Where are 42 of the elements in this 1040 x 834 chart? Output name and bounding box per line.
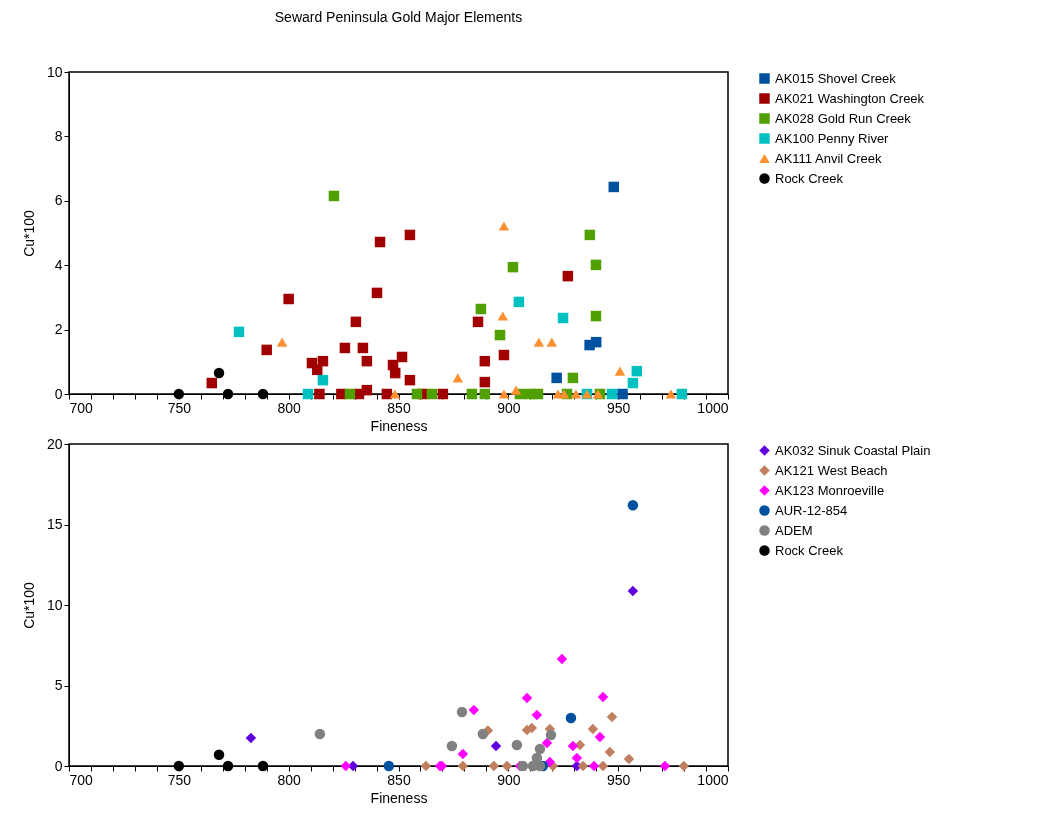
legend-label: ADEM xyxy=(775,522,813,538)
legend-label: Rock Creek xyxy=(775,542,844,558)
legend-label: Rock Creek xyxy=(775,170,844,186)
x-tick-label: 750 xyxy=(167,399,192,416)
y-tick-label: 8 xyxy=(54,127,63,144)
x-tick-label: 800 xyxy=(277,399,302,416)
x-tick-label: 700 xyxy=(69,399,94,416)
y-tick-label: 5 xyxy=(54,677,63,693)
legend-label: AK021 Washington Creek xyxy=(775,90,925,106)
legend-label: AK032 Sinuk Coastal Plain xyxy=(775,442,931,458)
x-tick-label: 950 xyxy=(606,399,631,416)
legend-label: AK123 Monroeville xyxy=(775,482,885,498)
x-tick-label: 1000 xyxy=(697,771,729,788)
x-axis-title: Fineness xyxy=(370,789,428,806)
x-tick-label: 900 xyxy=(497,399,521,416)
y-tick-label: 20 xyxy=(46,435,63,452)
y-tick-label: 10 xyxy=(46,596,63,613)
legend-label: AK121 West Beach xyxy=(775,462,888,478)
x-tick-label: 700 xyxy=(69,771,94,788)
x-tick-label: 1000 xyxy=(697,399,729,416)
y-axis-title: Cu*100 xyxy=(20,209,37,257)
y-axis-title: Cu*100 xyxy=(20,581,37,629)
y-tick-label: 0 xyxy=(54,385,63,402)
x-tick-label: 750 xyxy=(167,771,192,788)
y-tick-label: 0 xyxy=(54,757,63,774)
x-tick-label: 950 xyxy=(606,771,631,788)
legend-label: AK015 Shovel Creek xyxy=(775,70,897,86)
y-tick-label: 4 xyxy=(54,256,63,273)
chart-title: Seward Peninsula Gold Major Elements xyxy=(274,9,523,25)
legend-label: AUR-12-854 xyxy=(775,502,848,518)
x-tick-label: 900 xyxy=(497,771,521,788)
y-tick-label: 15 xyxy=(46,516,63,532)
x-axis-title: Fineness xyxy=(370,417,428,434)
legend-label: AK111 Anvil Creek xyxy=(775,150,882,166)
x-tick-label: 850 xyxy=(387,771,411,788)
y-tick-label: 2 xyxy=(54,321,63,338)
legend-label: AK028 Gold Run Creek xyxy=(775,110,912,126)
x-tick-label: 850 xyxy=(387,399,411,416)
y-tick-label: 6 xyxy=(54,192,63,209)
x-tick-label: 800 xyxy=(277,771,302,788)
legend-label: AK100 Penny River xyxy=(775,130,890,146)
y-tick-label: 10 xyxy=(46,63,63,80)
